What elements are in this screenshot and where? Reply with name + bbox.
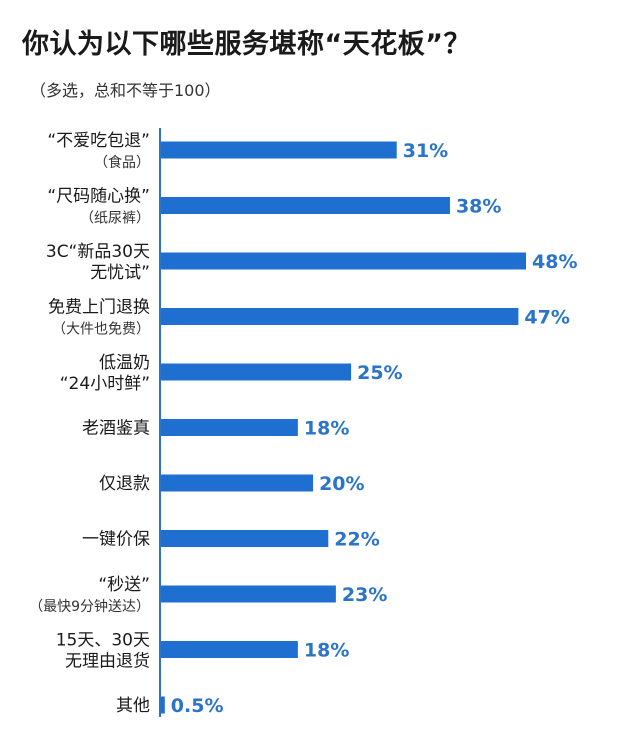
value-label: 48%: [532, 251, 577, 273]
category-label: 无忧试”: [90, 263, 150, 283]
category-label: 老酒鉴真: [82, 419, 150, 439]
value-label: 25%: [357, 362, 402, 384]
bar: [161, 363, 352, 381]
bar: [161, 474, 314, 492]
chart-title: 你认为以下哪些服务堪称“天花板”？: [22, 29, 471, 60]
category-label: （纸尿裤）: [80, 211, 150, 227]
bar: [161, 530, 329, 547]
category-label: 3C“新品30天: [46, 242, 150, 262]
value-label: 23%: [342, 584, 387, 606]
category-label: “24小时鲜”: [60, 374, 150, 394]
value-label: 20%: [319, 473, 364, 495]
value-label: 22%: [334, 529, 379, 551]
bar: [161, 252, 526, 270]
category-label: 低温奶: [99, 353, 150, 373]
category-label: 一键价保: [82, 530, 150, 550]
bar: [161, 585, 336, 603]
category-label: 15天、30天: [56, 631, 150, 651]
value-label: 31%: [403, 140, 448, 162]
value-label: 18%: [304, 640, 349, 662]
category-label: 仅退款: [99, 474, 150, 494]
value-label: 0.5%: [171, 695, 224, 717]
category-label: “秒送”: [98, 575, 150, 595]
value-label: 18%: [304, 418, 349, 440]
value-label: 47%: [524, 307, 569, 329]
chart-subtitle: （多选，总和不等于100）: [30, 81, 221, 100]
bar: [161, 696, 165, 714]
bar: [161, 308, 519, 325]
category-label: “尺码随心换”: [47, 187, 150, 207]
category-label: “不爱吃包退”: [47, 131, 150, 151]
category-label: 其他: [116, 696, 150, 716]
bar: [161, 197, 450, 214]
category-label: （最快9分钟送达）: [29, 598, 150, 615]
category-label: 免费上门退换: [48, 298, 150, 318]
category-label: 无理由退货: [65, 652, 150, 672]
bar: [161, 641, 298, 658]
category-label: （大件也免费）: [52, 322, 150, 338]
bar: [161, 141, 397, 159]
category-label: （食品）: [94, 154, 150, 171]
bar: [161, 419, 298, 436]
value-label: 38%: [456, 196, 501, 218]
